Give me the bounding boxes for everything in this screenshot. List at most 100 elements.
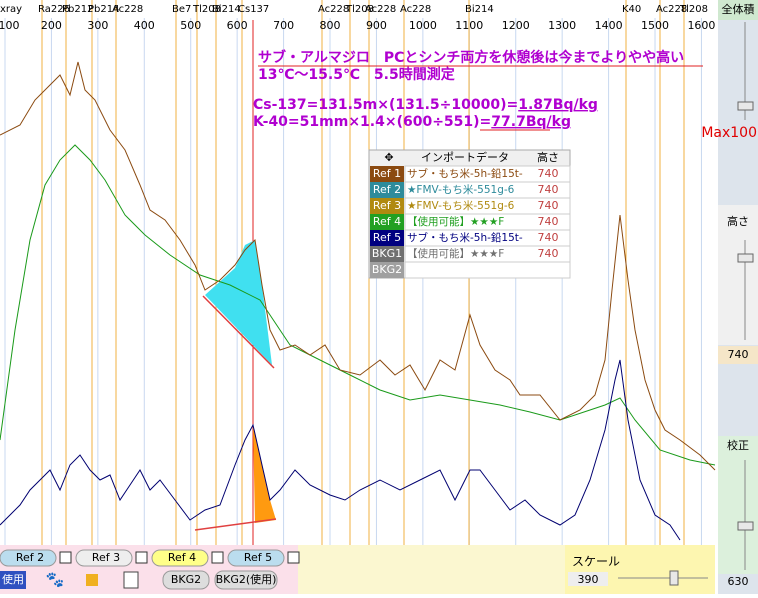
nuclide-label: Ac228 [365,4,396,15]
checkbox[interactable] [211,551,224,564]
ref-toggles: Ref 2 Ref 3 Ref 4 Ref 5 [0,549,300,567]
tick-label: 1300 [548,19,576,32]
scale-panel [565,545,715,594]
tick-label: 1200 [502,19,530,32]
ref-chip[interactable] [370,198,404,214]
ref-chip[interactable] [370,214,404,230]
ref-height: 740 [538,199,559,212]
ref-chip[interactable] [370,182,404,198]
ref-file: サブ・もち米-5h-鉛15t- [407,167,523,180]
note-k: K-40=51mm×1.4×(600÷551)=77.7Bq/kg [253,114,571,130]
note-title: サブ・アルマジロ PCとシンチ両方を休憩後は今までよりやや高い [258,49,684,66]
tick-label: 800 [320,19,341,32]
nuclide-label: Bi214 [212,4,241,15]
ref-height: 740 [538,167,559,180]
bkg2-use-button[interactable] [214,570,278,590]
note-conditions: 13℃～15.5℃ 5.5時間測定 [258,66,455,83]
nuclide-label: Ac228 [318,4,349,15]
tick-label: 400 [134,19,155,32]
ref-toggle-label: Ref 2 [16,551,44,564]
checkbox[interactable] [59,551,72,564]
list-icon[interactable] [123,571,139,589]
bkg2-button[interactable] [162,570,210,590]
tick-label: 700 [273,19,294,32]
tick-label: 300 [87,19,108,32]
ref-name: BKG1 [372,247,402,260]
tick-label: 100 [0,19,20,32]
total-label: 全体積 [722,2,755,16]
ref-toggle[interactable] [0,549,57,567]
ref-file: 【使用可能】★★★F [407,215,504,228]
scale-value: 390 [578,573,599,586]
tick-label: 200 [41,19,62,32]
spectrum-brown [0,61,716,471]
spectrum-green [0,144,716,466]
ref-file: ★FMV-もち米-551g-6 [407,183,515,196]
bkg2-use-label: BKG2(使用) [216,573,277,586]
nuclide-label: Ac228 [400,4,431,15]
tick-label: 500 [180,19,201,32]
checkbox[interactable] [135,551,148,564]
slider-thumb[interactable] [737,101,754,111]
scale-box [568,572,608,586]
slider-thumb[interactable] [737,521,754,531]
baseline [194,518,277,531]
tick-label: 600 [227,19,248,32]
energy-axis: 100 200 300 400 500 600 700 800 900 1000 1100 1200 1… [0,19,715,32]
ref-chip[interactable] [370,262,404,278]
tick-label: 1400 [595,19,623,32]
nuclide-label: Tl208 [192,4,221,15]
ref-name: Ref 5 [373,231,401,244]
move-icon[interactable]: ✥ [384,151,393,164]
nuclide-label: Pb212 [62,4,93,15]
calibration-value: 630 [728,575,749,588]
result: 1.87Bq/kg [518,97,598,113]
table-header: インポートデータ [421,150,509,164]
nuclide-label: Ac228 [656,4,687,15]
nuclide-label: xray [0,4,22,15]
ref-toggle[interactable] [227,549,285,567]
slider-thumb[interactable] [737,253,754,263]
checkbox[interactable] [287,551,300,564]
nuclide-label: Cs137 [238,4,269,15]
ref-height: 740 [538,215,559,228]
nuclide-label: Ra226 [38,4,70,15]
ref-toggle-label: Ref 3 [92,551,120,564]
nuclide-label: Bi214 [465,4,494,15]
ref-toggle[interactable] [151,549,209,567]
row-bg [404,261,571,279]
ref-height: 740 [538,231,559,244]
tick-label: 1000 [409,19,437,32]
calib-bg [718,436,758,574]
lock-icon[interactable] [86,574,98,586]
height-bg [718,205,758,345]
nuclide-label: Tl208 [345,4,374,15]
scale-thumb[interactable] [669,570,679,586]
nuclide-label: Tl208 [679,4,708,15]
use-button[interactable] [0,571,26,589]
ref-name: Ref 2 [373,183,401,196]
import-table: ✥ インポートデータ 高さ Ref 1 サブ・もち米-5h-鉛15t- 740 Ref 2… [368,149,571,279]
tick-label: 1100 [455,19,483,32]
bkg2-label: BKG2 [171,573,201,586]
ref-chip[interactable] [370,230,404,246]
ref-chip[interactable] [370,246,404,262]
table-header: 高さ [537,150,559,164]
use-label: 使用 [2,573,24,586]
height-value: 740 [728,348,749,361]
ref-chip[interactable] [370,166,404,182]
header-bg [718,0,758,20]
max-label: Max100 [701,125,757,141]
ref-height: 740 [538,183,559,196]
paw-icon[interactable]: 🐾 [46,571,65,589]
ref-name: Ref 1 [373,167,401,180]
tick-label: 1600 [687,19,715,32]
ref-toggle[interactable] [75,549,133,567]
cs-area [205,240,272,365]
spectrum-navy [0,359,681,541]
ref-name: BKG2 [372,263,402,276]
height-label: 高さ [727,214,749,228]
tick-label: 900 [366,19,387,32]
plot-area [0,0,718,545]
